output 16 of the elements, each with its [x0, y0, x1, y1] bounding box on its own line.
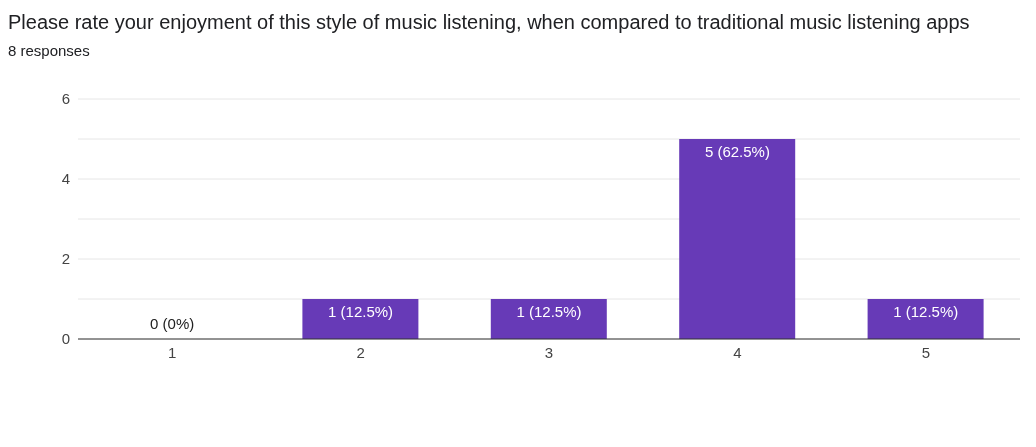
x-tick-label: 5 [921, 343, 930, 361]
chart-title: Please rate your enjoyment of this style of music listening, when compared to traditional music listening apps [8, 10, 971, 35]
y-tick-label: 2 [61, 250, 70, 268]
data-label: 1 (12.5%) [516, 303, 582, 320]
x-tick-label: 1 [168, 343, 177, 361]
data-label: 1 (12.5%) [328, 303, 394, 320]
chart-subtitle: 8 responses [8, 42, 91, 59]
y-tick-label: 4 [61, 170, 70, 188]
x-tick-label: 3 [544, 343, 554, 361]
x-tick-label: 4 [733, 343, 742, 361]
x-tick-label: 2 [356, 343, 365, 361]
y-tick-label: 0 [61, 330, 70, 348]
y-tick-label: 6 [61, 90, 70, 108]
data-label: 0 (0%) [150, 315, 195, 332]
data-label: 5 (62.5%) [704, 143, 770, 160]
data-label: 1 (12.5%) [893, 303, 959, 320]
